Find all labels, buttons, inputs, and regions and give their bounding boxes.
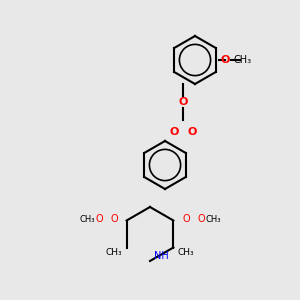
Text: O: O	[110, 214, 118, 224]
Text: NH: NH	[154, 251, 169, 261]
Text: O: O	[178, 97, 188, 107]
Text: CH₃: CH₃	[178, 248, 194, 257]
Text: O: O	[220, 55, 230, 65]
Text: CH₃: CH₃	[205, 215, 221, 224]
Text: CH₃: CH₃	[106, 248, 122, 257]
Text: O: O	[197, 214, 205, 224]
Text: CH₃: CH₃	[79, 215, 95, 224]
Text: O: O	[182, 214, 190, 224]
Text: CH₃: CH₃	[234, 55, 252, 65]
Text: O: O	[169, 127, 179, 137]
Text: O: O	[95, 214, 103, 224]
Text: O: O	[187, 127, 197, 137]
